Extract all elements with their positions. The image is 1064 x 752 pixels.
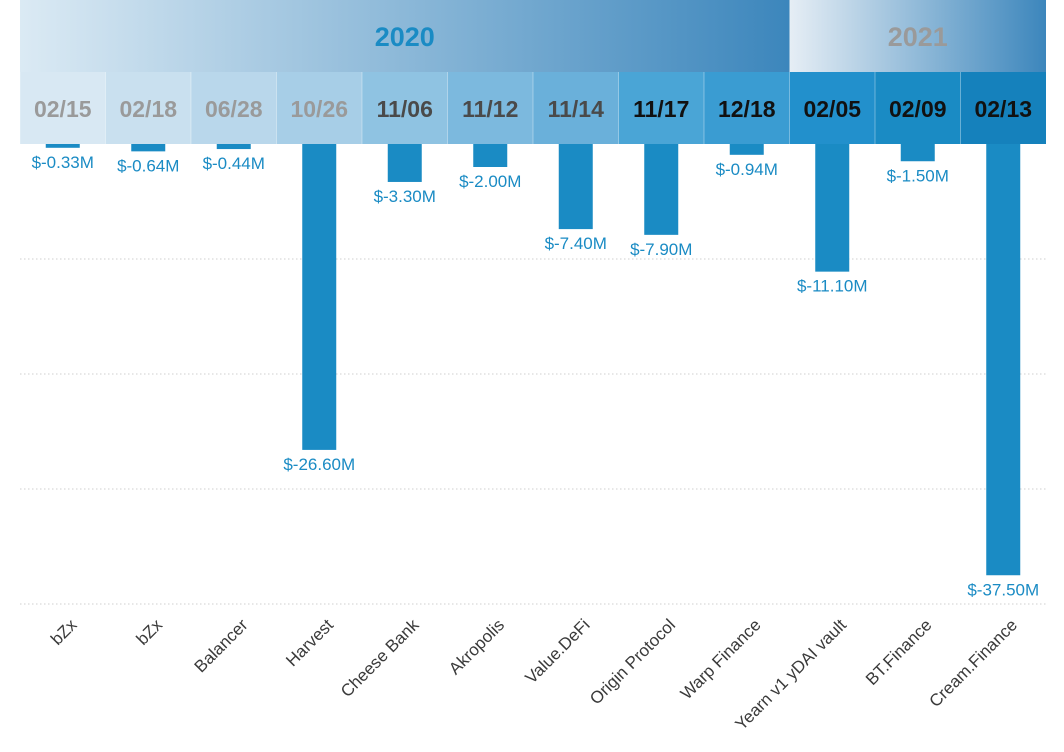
bar bbox=[729, 144, 764, 155]
date-label: 06/28 bbox=[205, 96, 263, 122]
value-label: $-2.00M bbox=[459, 172, 521, 191]
bar bbox=[473, 144, 508, 167]
bar bbox=[302, 144, 337, 450]
value-label: $-0.33M bbox=[32, 153, 94, 172]
category-label: bZx bbox=[47, 615, 81, 649]
value-label: $-11.10M bbox=[797, 277, 868, 296]
category-label: Balancer bbox=[191, 615, 252, 676]
bar bbox=[45, 144, 80, 148]
date-cell bbox=[191, 72, 277, 144]
year-header: 2020 2021 bbox=[20, 0, 1046, 72]
bar bbox=[558, 144, 593, 230]
value-label: $-26.60M bbox=[283, 455, 355, 474]
value-labels: $-0.33M $-0.64M $-0.44M $-26.60M $-3.30M $-2.… bbox=[32, 153, 1040, 599]
date-cell bbox=[960, 72, 1046, 144]
category-labels: bZx bZx Balancer Harvest Cheese Bank Akropoli… bbox=[47, 615, 1021, 734]
date-label: 11/17 bbox=[633, 96, 689, 122]
date-cell bbox=[105, 72, 191, 144]
date-label: 02/13 bbox=[974, 96, 1032, 122]
value-label: $-0.94M bbox=[716, 160, 778, 179]
year-label: 2021 bbox=[888, 22, 948, 52]
bar bbox=[387, 144, 422, 182]
category-label: Cream.Finance bbox=[925, 615, 1021, 711]
bar bbox=[644, 144, 679, 235]
category-label: Harvest bbox=[282, 615, 337, 670]
bars bbox=[45, 144, 1021, 576]
category-label: Warp Finance bbox=[677, 615, 765, 703]
date-cell bbox=[789, 72, 875, 144]
value-label: $-0.44M bbox=[203, 154, 265, 173]
value-label: $-3.30M bbox=[374, 187, 436, 206]
date-cell bbox=[618, 72, 704, 144]
date-cell bbox=[447, 72, 533, 144]
category-label: BT.Finance bbox=[862, 615, 936, 689]
date-label: 02/05 bbox=[803, 96, 861, 122]
date-cell bbox=[533, 72, 619, 144]
bar bbox=[900, 144, 935, 162]
year-band-2020 bbox=[20, 0, 790, 72]
value-label: $-7.90M bbox=[630, 240, 692, 259]
date-cell bbox=[875, 72, 961, 144]
category-label: Origin Protocol bbox=[586, 615, 679, 708]
value-label: $-0.64M bbox=[117, 156, 179, 175]
value-label: $-7.40M bbox=[545, 234, 607, 253]
date-label: 11/12 bbox=[462, 96, 518, 122]
year-label: 2020 bbox=[375, 22, 435, 52]
date-cell bbox=[276, 72, 362, 144]
bar bbox=[131, 144, 166, 152]
gridlines bbox=[20, 258, 1046, 605]
date-label: 10/26 bbox=[290, 96, 348, 122]
bar bbox=[216, 144, 251, 150]
bar bbox=[986, 144, 1021, 576]
date-label: 11/14 bbox=[548, 96, 604, 122]
date-header: 02/15 02/18 06/28 10/26 11/06 11/12 11/14 11/17… bbox=[19, 72, 1046, 144]
value-label: $-37.50M bbox=[967, 580, 1039, 599]
date-cell bbox=[362, 72, 448, 144]
date-label: 02/09 bbox=[889, 96, 947, 122]
date-label: 12/18 bbox=[718, 96, 776, 122]
category-label: Akropolis bbox=[445, 615, 508, 678]
date-cell bbox=[20, 72, 106, 144]
category-label: Cheese Bank bbox=[337, 615, 423, 701]
date-label: 02/18 bbox=[119, 96, 177, 122]
date-cell bbox=[704, 72, 790, 144]
date-label: 02/15 bbox=[34, 96, 92, 122]
category-label: Value.DeFi bbox=[522, 615, 594, 687]
year-band-2021 bbox=[789, 0, 1046, 72]
date-label: 11/06 bbox=[377, 96, 433, 122]
value-label: $-1.50M bbox=[887, 166, 949, 185]
bar bbox=[815, 144, 850, 272]
category-label: bZx bbox=[133, 615, 167, 649]
